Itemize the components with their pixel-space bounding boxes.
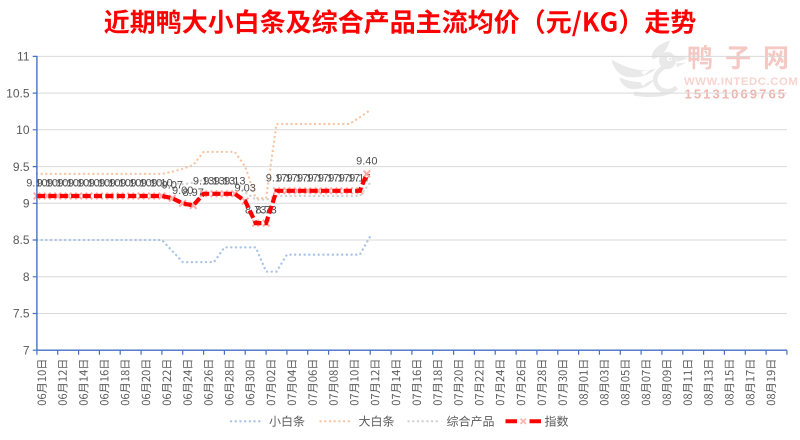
- svg-text:9.17: 9.17: [297, 172, 318, 184]
- svg-text:9.10: 9.10: [130, 178, 151, 190]
- svg-text:9.17: 9.17: [318, 172, 339, 184]
- svg-text:9.17: 9.17: [307, 172, 328, 184]
- svg-text:9.5: 9.5: [13, 160, 30, 174]
- svg-text:9.17: 9.17: [266, 172, 287, 184]
- svg-text:9.00: 9.00: [172, 185, 193, 197]
- svg-text:9.10: 9.10: [89, 178, 110, 190]
- svg-text:9.13: 9.13: [214, 175, 235, 187]
- svg-text:9.07: 9.07: [162, 180, 183, 192]
- svg-text:9.10: 9.10: [141, 178, 162, 190]
- svg-text:9.10: 9.10: [68, 178, 89, 190]
- svg-text:9.40: 9.40: [356, 155, 377, 167]
- svg-text:9.03: 9.03: [234, 183, 255, 195]
- svg-text:11: 11: [17, 50, 30, 64]
- svg-text:15131069765: 15131069765: [685, 87, 788, 102]
- svg-text:9.17: 9.17: [276, 172, 297, 184]
- svg-text:9.10: 9.10: [99, 178, 120, 190]
- svg-text:10: 10: [16, 123, 30, 137]
- svg-text:9.13: 9.13: [193, 175, 214, 187]
- svg-text:9.10: 9.10: [151, 178, 172, 190]
- svg-text:8: 8: [23, 270, 30, 284]
- svg-text:8.97: 8.97: [182, 187, 203, 199]
- svg-text:9.10: 9.10: [120, 178, 141, 190]
- svg-text:9.10: 9.10: [47, 178, 68, 190]
- svg-text:7.5: 7.5: [13, 307, 30, 321]
- svg-text:9.17: 9.17: [287, 172, 308, 184]
- svg-text:9.10: 9.10: [37, 178, 58, 190]
- svg-text:9.17: 9.17: [328, 172, 349, 184]
- svg-text:9.10: 9.10: [109, 178, 130, 190]
- svg-text:10.5: 10.5: [6, 86, 30, 100]
- svg-text:9.17: 9.17: [339, 172, 360, 184]
- svg-text:9: 9: [23, 197, 30, 211]
- svg-text:9.13: 9.13: [203, 175, 224, 187]
- svg-text:9.10: 9.10: [78, 178, 99, 190]
- svg-text:9.13: 9.13: [224, 175, 245, 187]
- svg-text:8.5: 8.5: [13, 233, 30, 247]
- svg-text:9.10: 9.10: [57, 178, 78, 190]
- svg-text:7: 7: [23, 343, 30, 357]
- svg-text:WWW.INTEDC.COM: WWW.INTEDC.COM: [684, 76, 798, 88]
